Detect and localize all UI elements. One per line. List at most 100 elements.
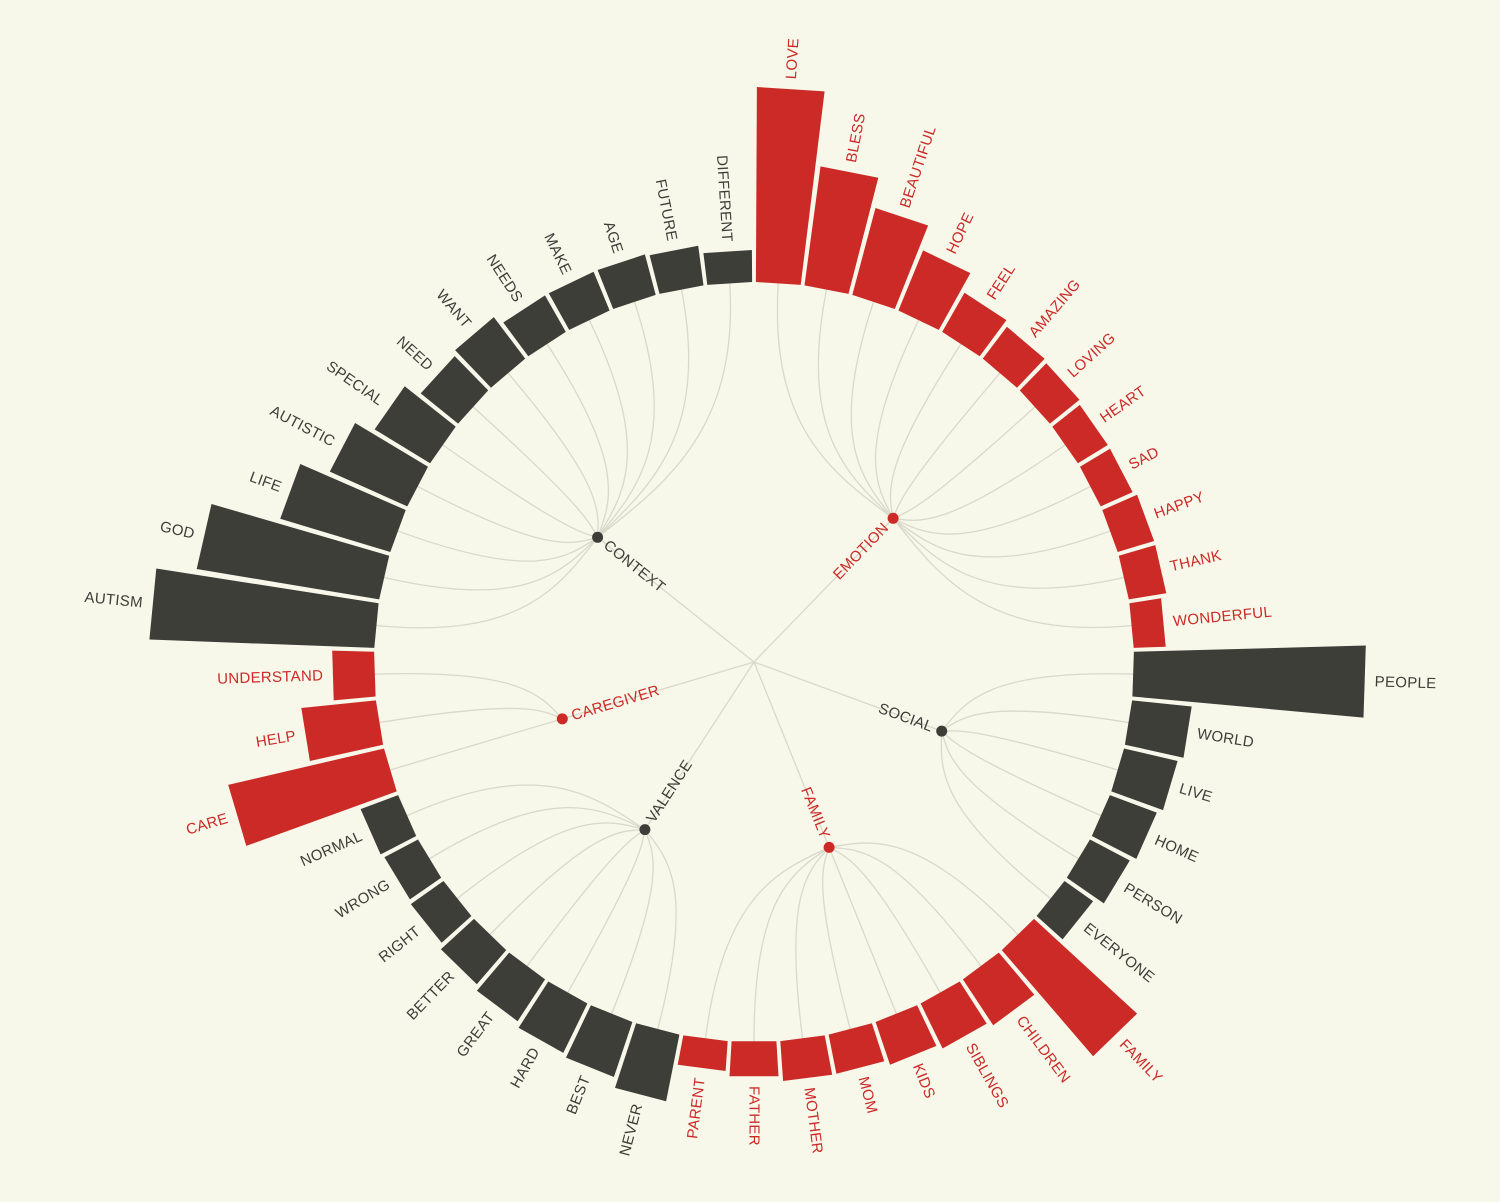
bar-happy	[1102, 494, 1155, 552]
bar-future	[649, 245, 704, 294]
label-future: FUTURE	[652, 178, 681, 243]
group-node-layer: EMOTION SOCIAL FAMILY VALENCE CAREGIVER CONTE…	[556, 512, 948, 853]
bar-autistic	[329, 423, 428, 507]
link-different	[597, 282, 732, 538]
bar-world	[1124, 700, 1192, 758]
label-help: HELP	[255, 728, 298, 751]
spoke-family	[753, 661, 830, 848]
link-autistic	[416, 485, 598, 544]
link-wrong	[428, 807, 646, 860]
link-life	[397, 530, 598, 562]
link-hard	[566, 829, 646, 994]
label-world: WORLD	[1196, 725, 1255, 751]
link-wonderful	[892, 517, 1133, 629]
label-hope: HOPE	[943, 210, 977, 257]
bar-parent	[677, 1035, 728, 1071]
bar-wrong	[384, 839, 442, 900]
bar-life	[280, 464, 406, 552]
label-live: LIVE	[1177, 780, 1214, 806]
group-label-context: CONTEXT	[600, 537, 668, 596]
link-happy	[892, 517, 1111, 558]
link-children	[829, 846, 982, 967]
bar-make	[548, 271, 610, 330]
bar-feel	[942, 292, 1007, 357]
link-family	[828, 842, 1019, 936]
link-make	[588, 319, 628, 538]
bar-beautiful	[852, 208, 929, 309]
link-home	[941, 730, 1102, 817]
bar-siblings	[920, 981, 987, 1049]
bar-help	[301, 700, 384, 761]
link-understand	[374, 673, 563, 720]
link-layer	[374, 282, 1134, 1043]
link-help	[378, 707, 563, 724]
label-life: LIFE	[247, 469, 284, 496]
label-amazing: AMAZING	[1026, 276, 1085, 341]
label-mother: MOTHER	[800, 1086, 825, 1154]
spoke-caregiver	[562, 661, 755, 720]
spoke-emotion	[753, 517, 894, 663]
link-right	[456, 822, 646, 900]
bar-everyone	[1036, 881, 1094, 940]
link-live	[941, 730, 1119, 771]
label-needs: NEEDS	[483, 252, 526, 306]
group-dot-valence	[639, 824, 651, 836]
bar-want	[455, 317, 526, 388]
link-great	[526, 829, 646, 967]
bar-understand	[332, 650, 376, 701]
bar-right	[410, 881, 472, 943]
bar-people	[1132, 645, 1366, 718]
link-special	[441, 444, 598, 538]
bar-different	[703, 250, 753, 285]
link-autism	[375, 536, 599, 629]
link-never	[644, 829, 677, 1030]
group-label-caregiver: CAREGIVER	[569, 682, 661, 724]
group-label-valence: VALENCE	[643, 757, 696, 826]
link-care	[389, 718, 563, 771]
link-world	[941, 710, 1130, 732]
group-dot-caregiver	[556, 713, 568, 725]
link-people	[941, 673, 1134, 732]
label-people: PEOPLE	[1374, 673, 1436, 692]
link-beautiful	[850, 301, 894, 519]
label-bless: BLESS	[843, 112, 869, 164]
link-need	[472, 406, 599, 538]
link-age	[597, 301, 655, 538]
bar-heart	[1052, 404, 1108, 464]
link-future	[597, 288, 690, 538]
label-siblings: SIBLINGS	[962, 1040, 1012, 1111]
group-dot-context	[592, 531, 604, 543]
bar-best	[566, 1005, 633, 1077]
link-heart	[892, 444, 1067, 521]
bar-better	[440, 918, 507, 985]
bar-never	[615, 1023, 680, 1102]
link-bless	[817, 288, 894, 519]
link-kids	[828, 847, 898, 1015]
bar-home	[1091, 795, 1157, 859]
label-better: BETTER	[404, 968, 459, 1024]
bar-bless	[804, 166, 879, 294]
bar-wonderful	[1129, 598, 1166, 648]
label-feel: FEEL	[984, 261, 1019, 303]
label-sad: SAD	[1126, 444, 1162, 474]
bar-hard	[518, 981, 588, 1053]
label-person: PERSON	[1121, 880, 1186, 928]
link-parent	[704, 846, 830, 1039]
link-amazing	[892, 372, 1001, 519]
label-heart: HEART	[1097, 383, 1149, 427]
bar-needs	[503, 295, 566, 357]
label-autism: AUTISM	[84, 589, 144, 612]
spoke-valence	[644, 661, 755, 830]
label-understand: UNDERSTAND	[217, 667, 324, 687]
label-best: BEST	[563, 1073, 594, 1117]
bar-sad	[1080, 448, 1133, 507]
label-make: MAKE	[540, 231, 574, 278]
label-autistic: AUTISTIC	[267, 403, 338, 451]
bar-person	[1066, 839, 1130, 904]
link-loving	[892, 406, 1036, 519]
link-everyone	[940, 731, 1052, 900]
group-label-family: FAMILY	[797, 785, 833, 841]
bar-age	[597, 254, 656, 309]
label-care: CARE	[184, 810, 230, 838]
bar-children	[962, 952, 1035, 1026]
